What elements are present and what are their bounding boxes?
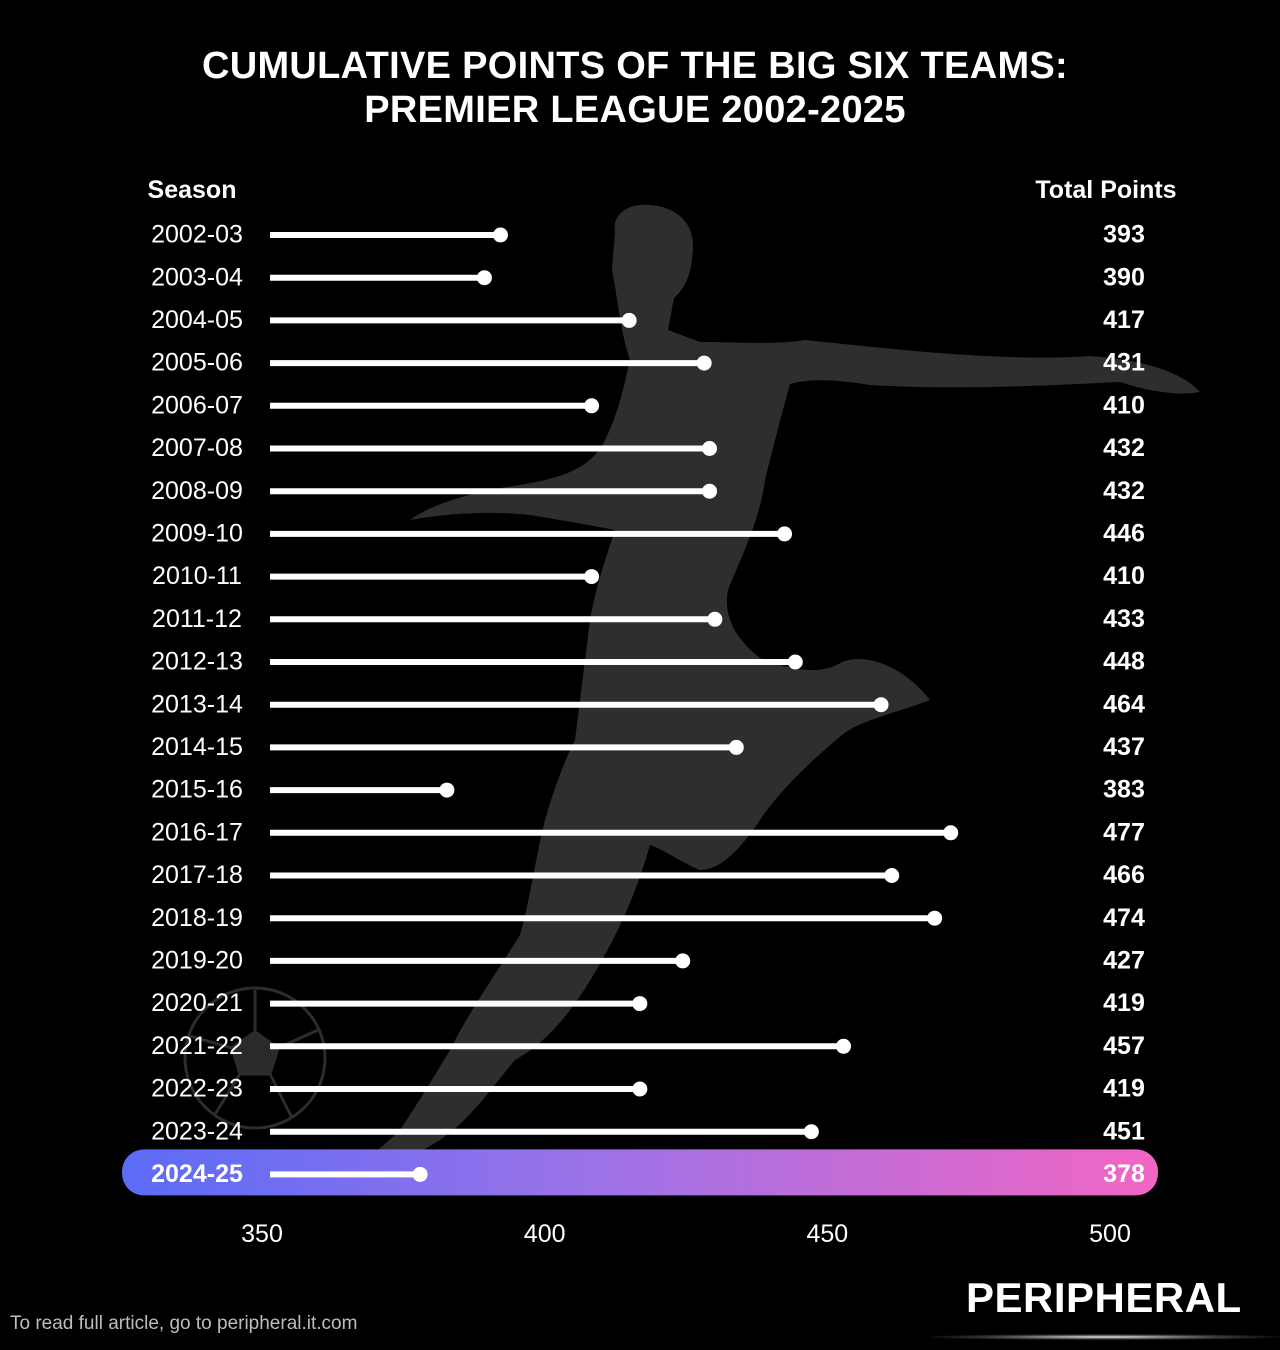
- value-label: 446: [1103, 520, 1145, 548]
- bar-dot: [675, 953, 691, 969]
- bar-dot: [707, 611, 723, 627]
- bar-dot: [927, 910, 943, 926]
- bar-dot: [621, 312, 637, 328]
- value-label: 457: [1103, 1032, 1145, 1060]
- chart-rows: 2002-03 393 2003-04 390 2004-05 417 2005-06 431…: [151, 221, 1145, 1188]
- season-label: 2005-06: [151, 349, 243, 377]
- highlight-band-2024-25: [122, 1149, 1158, 1196]
- value-label: 390: [1103, 263, 1145, 291]
- season-label: 2006-07: [151, 391, 243, 419]
- season-label: 2004-05: [151, 306, 243, 334]
- bar-dot: [728, 739, 744, 755]
- bar-dot: [696, 355, 712, 371]
- season-label: 2011-12: [152, 605, 242, 633]
- season-label: 2014-15: [151, 733, 243, 761]
- footer-note: To read full article, go to peripheral.i…: [10, 1313, 358, 1334]
- season-label: 2016-17: [151, 818, 243, 846]
- value-label: 427: [1103, 947, 1145, 975]
- value-label: 419: [1103, 989, 1145, 1017]
- x-tick-label: 400: [524, 1220, 566, 1248]
- season-label: 2015-16: [151, 776, 243, 804]
- season-label: 2021-22: [151, 1032, 243, 1060]
- value-label: 431: [1103, 349, 1145, 377]
- football-player-silhouette: [330, 204, 1200, 1190]
- brand-underline-glow: [930, 1334, 1280, 1340]
- value-label: 433: [1103, 605, 1145, 633]
- value-label: 464: [1103, 690, 1145, 718]
- bar-dot: [702, 483, 718, 499]
- bar-dot: [584, 398, 600, 414]
- season-label: 2024-25: [151, 1160, 243, 1188]
- season-column-header: Season: [148, 176, 237, 204]
- bar-dot: [584, 569, 600, 585]
- bar-dot: [412, 1166, 428, 1182]
- brand-logo: PERIPHERAL: [966, 1274, 1242, 1321]
- season-label: 2018-19: [151, 904, 243, 932]
- season-label: 2003-04: [151, 263, 243, 291]
- bar-dot: [787, 654, 803, 670]
- value-label: 432: [1103, 434, 1145, 462]
- season-label: 2002-03: [151, 221, 243, 249]
- value-label: 451: [1103, 1117, 1145, 1145]
- value-label: 383: [1103, 776, 1145, 804]
- bar-dot: [632, 1081, 648, 1097]
- x-tick-label: 500: [1089, 1220, 1131, 1248]
- season-label: 2023-24: [151, 1117, 243, 1145]
- chart-title: CUMULATIVE POINTS OF THE BIG SIX TEAMS: …: [0, 44, 1270, 132]
- bar-dot: [836, 1038, 852, 1054]
- value-label: 474: [1103, 904, 1145, 932]
- value-label: 477: [1103, 818, 1145, 846]
- x-tick-label: 450: [806, 1220, 848, 1248]
- season-label: 2007-08: [151, 434, 243, 462]
- value-label: 419: [1103, 1075, 1145, 1103]
- value-label: 410: [1103, 391, 1145, 419]
- season-label: 2019-20: [151, 947, 243, 975]
- bar-dot: [803, 1124, 819, 1140]
- bar-dot: [943, 825, 959, 841]
- value-label: 448: [1103, 648, 1145, 676]
- chart-title-line-2: PREMIER LEAGUE 2002-2025: [364, 89, 906, 131]
- total-points-column-header: Total Points: [1035, 176, 1176, 204]
- season-label: 2020-21: [151, 989, 243, 1017]
- bar-dot: [492, 227, 508, 243]
- season-label: 2013-14: [151, 690, 243, 718]
- value-label: 432: [1103, 477, 1145, 505]
- bar-dot: [777, 526, 793, 542]
- value-label: 393: [1103, 221, 1145, 249]
- value-label: 410: [1103, 562, 1145, 590]
- season-label: 2017-18: [151, 861, 243, 889]
- bar-dot: [873, 697, 889, 713]
- value-label: 417: [1103, 306, 1145, 334]
- season-label: 2009-10: [151, 520, 243, 548]
- bar-dot: [884, 868, 900, 883]
- x-tick-label: 350: [241, 1220, 283, 1248]
- season-label: 2008-09: [151, 477, 243, 505]
- x-axis-ticks: 350 400 450 500: [241, 1220, 1131, 1248]
- value-label: 378: [1103, 1160, 1145, 1188]
- value-label: 437: [1103, 733, 1145, 761]
- bar-dot: [702, 441, 718, 456]
- chart-title-line-1: CUMULATIVE POINTS OF THE BIG SIX TEAMS:: [201, 45, 1068, 87]
- bar-dot: [632, 996, 648, 1012]
- bar-dot: [439, 782, 455, 798]
- season-label: 2022-23: [151, 1075, 243, 1103]
- bar-dot: [476, 270, 492, 286]
- value-label: 466: [1103, 861, 1145, 889]
- season-label: 2012-13: [151, 648, 243, 676]
- season-label: 2010-11: [152, 562, 242, 590]
